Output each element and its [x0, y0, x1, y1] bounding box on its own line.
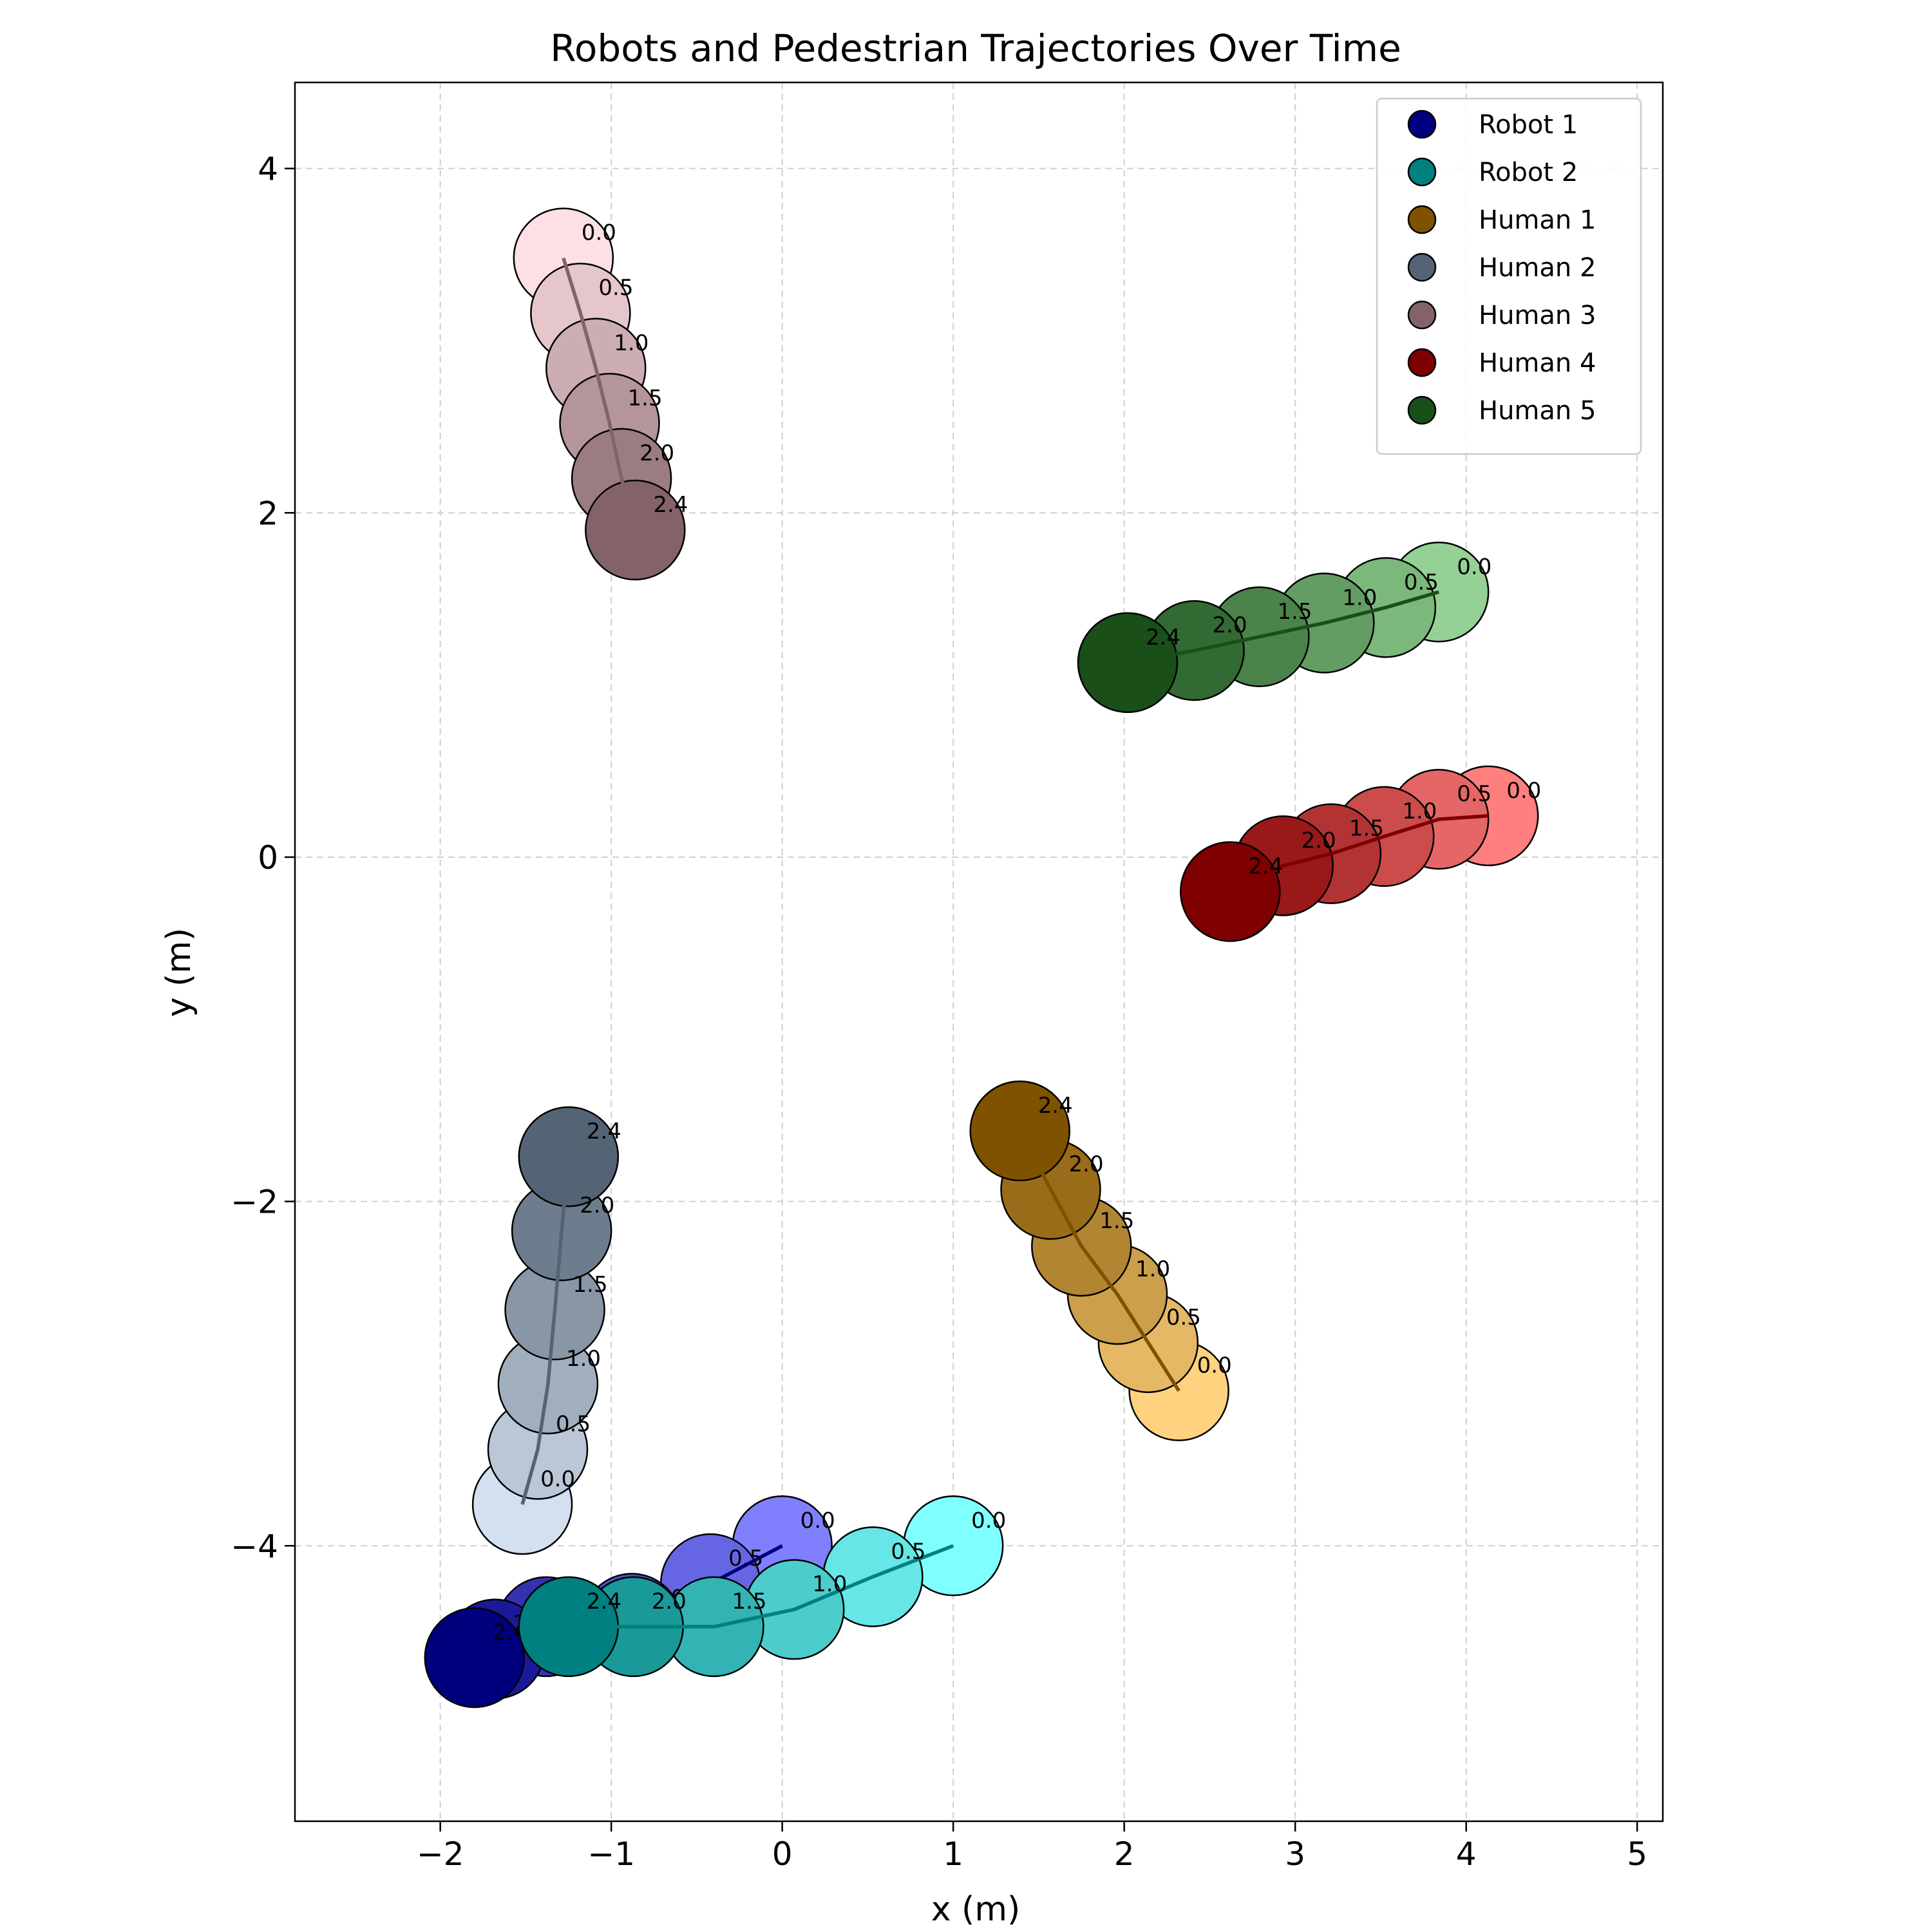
time-label: 2.4 [587, 1589, 621, 1615]
time-label: 0.5 [891, 1539, 925, 1564]
legend-marker [1407, 348, 1437, 377]
time-label: 1.5 [573, 1272, 608, 1298]
legend-item: Robot 1 [1407, 109, 1578, 140]
legend-label: Human 5 [1479, 396, 1596, 426]
legend-marker [1407, 157, 1437, 187]
legend-box [1376, 97, 1642, 455]
trajectory-line [1018, 1130, 1180, 1392]
legend-marker [1407, 300, 1437, 330]
series-human-5: 0.0 0.5 1.0 1.5 2.0 2.4 [1077, 542, 1492, 714]
axis-ticks: −2 −1 0 1 2 3 4 5 −4 −2 0 2 4 [231, 151, 1647, 1873]
x-tick-label: −2 [417, 1835, 464, 1873]
time-label: 0.0 [1457, 554, 1492, 580]
time-label: 1.5 [628, 385, 663, 411]
series-human-4: 0.0 0.5 1.0 1.5 2.0 2.4 [1180, 765, 1541, 942]
time-label: 1.5 [1099, 1208, 1134, 1234]
legend: Robot 1 Robot 2 Human 1 Human 2 Human 3 Human… [1376, 97, 1642, 455]
time-label: 1.0 [566, 1346, 601, 1372]
time-label: 0.5 [728, 1546, 763, 1571]
legend-label: Human 3 [1479, 301, 1596, 330]
time-label: 2.0 [1213, 612, 1247, 638]
x-tick-label: 2 [1114, 1835, 1135, 1873]
time-label: 1.0 [1402, 799, 1437, 824]
x-tick-label: −1 [587, 1835, 635, 1873]
trajectory-line [1229, 814, 1489, 893]
time-label: 0.0 [1506, 778, 1541, 804]
time-label: 0.5 [556, 1412, 591, 1437]
time-label: 2.4 [653, 492, 688, 518]
time-label: 2.0 [639, 440, 674, 466]
time-label: 1.0 [812, 1571, 847, 1597]
time-label: 0.5 [1166, 1305, 1201, 1331]
chart-title: Robots and Pedestrian Trajectories Over … [550, 26, 1401, 70]
y-axis-label: y (m) [160, 928, 198, 1018]
legend-label: Human 2 [1479, 253, 1596, 283]
legend-item: Human 2 [1407, 252, 1596, 283]
series-robot-2: 0.0 0.5 1.0 1.5 2.0 2.4 [518, 1495, 1006, 1678]
legend-item: Human 5 [1407, 395, 1596, 426]
legend-marker [1407, 252, 1437, 282]
legend-item: Human 1 [1407, 205, 1596, 235]
y-tick-label: 2 [258, 495, 278, 532]
time-label: 2.0 [652, 1589, 687, 1615]
time-label: 0.0 [540, 1466, 575, 1492]
time-label: 0.0 [1197, 1353, 1232, 1379]
y-tick-label: 0 [258, 839, 278, 876]
y-tick-label: −4 [231, 1528, 278, 1565]
plot-area: 0.00.51.01.52.02.40.00.51.01.52.02.40.00… [424, 207, 1541, 1709]
plot-frame [294, 81, 1664, 1823]
time-label: 2.0 [580, 1193, 614, 1218]
time-label: 0.5 [1404, 569, 1439, 595]
x-axis-label: x (m) [931, 1890, 1021, 1929]
x-tick-label: 4 [1456, 1835, 1477, 1873]
legend-marker [1407, 109, 1437, 139]
time-label: 2.4 [1038, 1093, 1073, 1119]
legend-item: Human 3 [1407, 300, 1596, 330]
time-label: 1.0 [1135, 1256, 1170, 1282]
time-label: 1.5 [1349, 816, 1384, 842]
legend-label: Human 1 [1479, 205, 1596, 235]
y-tick-label: 4 [258, 151, 278, 188]
time-label: 2.4 [587, 1119, 621, 1144]
time-label: 2.4 [1248, 853, 1283, 879]
time-label: 0.0 [971, 1508, 1006, 1533]
legend-item: Human 4 [1407, 348, 1596, 378]
legend-label: Robot 2 [1479, 158, 1578, 187]
trajectory-line [562, 257, 638, 531]
legend-label: Robot 1 [1479, 110, 1578, 140]
time-label: 2.4 [1146, 625, 1180, 650]
time-label: 1.0 [1342, 585, 1377, 611]
legend-label: Human 4 [1479, 348, 1596, 378]
trajectory-line [568, 1544, 954, 1629]
time-label: 0.0 [582, 220, 616, 246]
time-label: 1.5 [1277, 599, 1312, 625]
time-label: 1.5 [732, 1589, 766, 1615]
x-tick-label: 0 [772, 1835, 793, 1873]
x-tick-label: 3 [1285, 1835, 1305, 1873]
time-label: 0.5 [1457, 781, 1492, 807]
series-human-3: 0.0 0.5 1.0 1.5 2.0 2.4 [513, 207, 688, 581]
time-label: 0.5 [598, 275, 633, 301]
series-human-2: 0.0 0.5 1.0 1.5 2.0 2.4 [471, 1106, 621, 1555]
x-tick-label: 1 [943, 1835, 963, 1873]
legend-marker [1407, 205, 1437, 234]
time-label: 0.0 [800, 1508, 835, 1533]
x-tick-label: 5 [1627, 1835, 1647, 1873]
y-tick-label: −2 [231, 1184, 278, 1221]
trajectory-line [520, 1156, 571, 1505]
legend-item: Robot 2 [1407, 157, 1578, 187]
trajectory-line [1127, 590, 1439, 665]
legend-marker [1407, 395, 1437, 425]
series-human-1: 0.0 0.5 1.01.5 2.0 2.4 [969, 1080, 1232, 1441]
time-label: 2.0 [1069, 1151, 1104, 1177]
time-label: 1.0 [614, 330, 649, 356]
time-label: 2.0 [1302, 828, 1336, 853]
